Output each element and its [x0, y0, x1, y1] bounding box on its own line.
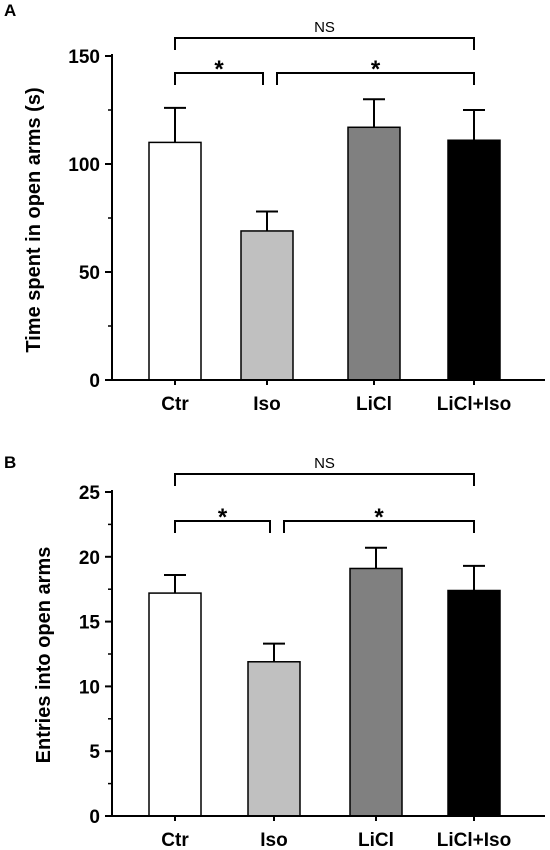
panel-b: B Entries into open arms 0 5 10 15 20 25 Ctr Is… — [4, 453, 545, 850]
panel-b-label: B — [4, 453, 16, 472]
panel-b-bracket-1 — [174, 520, 271, 533]
panel-a-bar-2 — [347, 126, 401, 381]
panel-b-category-label-0: Ctr — [161, 830, 189, 850]
panel-b-y-tick-label-4: 20 — [79, 548, 100, 569]
panel-a-y-tick-label-2: 100 — [68, 155, 100, 176]
panel-a-y-tick-label-3: 150 — [68, 47, 100, 68]
panel-b-bar-0 — [148, 592, 202, 817]
panel-b-y-tick-label-3: 15 — [79, 613, 101, 634]
panel-b-bracket-2 — [283, 520, 475, 533]
panel-a-bracket-label-1: * — [214, 56, 224, 83]
panel-a: A Time spent in open arms (s) 0 50 100 150 C… — [4, 1, 545, 415]
panel-a-y-axis-title: Time spent in open arms (s) — [23, 87, 45, 352]
panel-b-y-axis-title: Entries into open arms — [33, 547, 55, 764]
panel-b-category-label-2: LiCl — [358, 830, 394, 850]
panel-b-bracket-label-0: NS — [314, 455, 335, 472]
panel-b-bracket-label-2: * — [374, 504, 384, 531]
panel-a-category-label-3: LiCl+Iso — [437, 394, 511, 415]
panel-b-y-tick-label-2: 10 — [79, 677, 100, 698]
panel-a-y-tick-label-0: 0 — [89, 371, 100, 392]
panel-a-bracket-0 — [174, 37, 475, 50]
panel-b-y-tick-label-1: 5 — [89, 742, 100, 763]
panel-b-y-tick-label-5: 25 — [79, 483, 101, 504]
panel-a-bar-1 — [240, 230, 294, 381]
panel-a-category-label-1: Iso — [253, 394, 280, 415]
panel-b-bar-2 — [349, 567, 403, 817]
panel-a-bracket-2 — [276, 72, 475, 85]
panel-a-category-label-0: Ctr — [161, 394, 189, 415]
panel-a-bracket-label-0: NS — [314, 19, 335, 36]
panel-b-plot: 0 5 10 15 20 25 Ctr Iso LiCl LiCl+Iso NS * * — [79, 455, 545, 850]
panel-a-bracket-label-2: * — [371, 56, 381, 83]
panel-a-category-label-2: LiCl — [356, 394, 392, 415]
panel-b-bracket-label-1: * — [218, 504, 228, 531]
panel-b-bar-1 — [247, 661, 301, 817]
panel-b-bar-3 — [447, 589, 501, 817]
panel-a-bar-3 — [447, 139, 501, 381]
panel-a-plot: 0 50 100 150 Ctr Iso LiCl LiCl+Iso NS * * — [68, 19, 545, 415]
panel-a-label: A — [4, 1, 16, 20]
panel-a-bar-0 — [148, 141, 202, 381]
panel-b-bracket-0 — [174, 473, 475, 486]
panel-a-y-tick-label-1: 50 — [79, 263, 100, 284]
panel-a-bracket-1 — [174, 72, 264, 85]
panel-b-category-label-1: Iso — [260, 830, 287, 850]
panel-b-y-tick-label-0: 0 — [89, 807, 100, 828]
panel-b-category-label-3: LiCl+Iso — [437, 830, 511, 850]
